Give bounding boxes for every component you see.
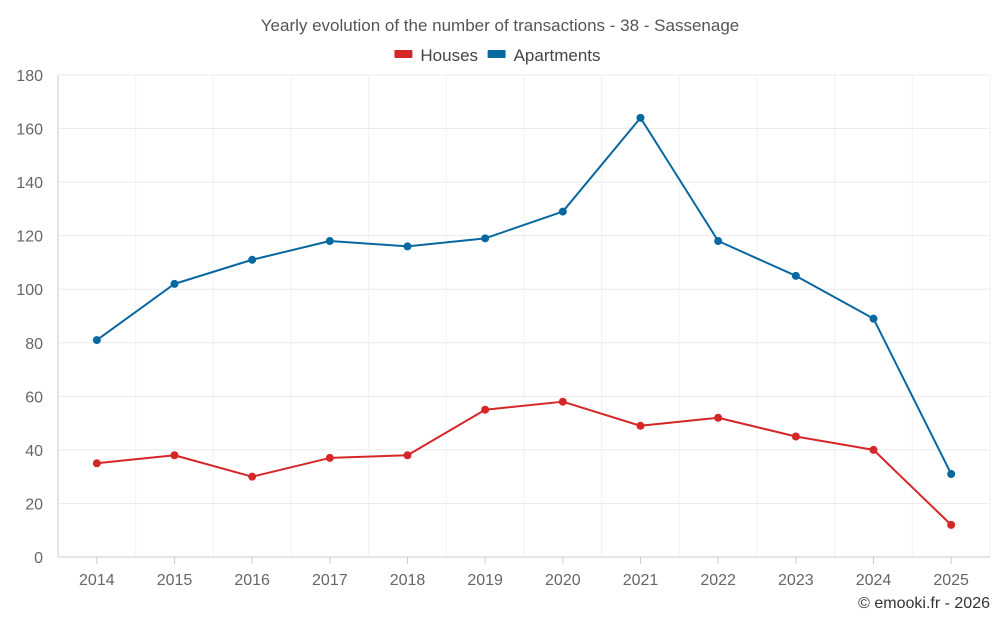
x-tick-label: 2023: [778, 572, 814, 589]
data-point-apartments-2019[interactable]: [481, 234, 490, 243]
data-point-houses-2015[interactable]: [170, 451, 179, 460]
data-point-houses-2021[interactable]: [636, 421, 645, 430]
chart-title: Yearly evolution of the number of transa…: [261, 16, 740, 35]
data-point-apartments-2020[interactable]: [558, 207, 567, 216]
y-tick-label: 20: [25, 496, 43, 513]
y-tick-label: 140: [16, 175, 43, 192]
data-point-apartments-2025[interactable]: [947, 469, 956, 478]
legend-label: Apartments: [514, 46, 601, 65]
x-axis: 2014 2015 2016 2017 2018 2019 2020 2021 2022 2023…: [58, 556, 990, 589]
data-point-apartments-2024[interactable]: [869, 314, 878, 323]
x-tick-label: 2014: [79, 572, 115, 589]
x-tick-label: 2024: [856, 572, 892, 589]
series-line-houses: [96, 400, 952, 526]
y-tick-label: 0: [34, 550, 43, 567]
data-point-apartments-2022[interactable]: [714, 237, 723, 246]
x-tick-label: 2016: [234, 572, 270, 589]
data-point-houses-2025[interactable]: [947, 520, 956, 529]
legend-item-houses[interactable]: Houses: [394, 46, 478, 65]
legend-label: Houses: [420, 46, 478, 65]
data-point-houses-2016[interactable]: [248, 472, 257, 481]
credit-text: © emooki.fr - 2026: [858, 595, 990, 612]
legend-swatch: [487, 50, 506, 58]
data-point-houses-2019[interactable]: [481, 405, 490, 414]
y-tick-label: 60: [25, 389, 43, 406]
x-tick-label: 2017: [312, 572, 348, 589]
x-tick-label: 2025: [933, 572, 969, 589]
data-point-houses-2018[interactable]: [403, 451, 412, 460]
x-tick-label: 2018: [390, 572, 426, 589]
legend-swatch: [394, 50, 413, 58]
legend: Houses Apartments: [394, 46, 601, 65]
x-tick-label: 2021: [623, 572, 659, 589]
x-tick-label: 2015: [157, 572, 193, 589]
data-point-apartments-2015[interactable]: [170, 279, 179, 288]
y-tick-label: 40: [25, 443, 43, 460]
data-point-apartments-2023[interactable]: [791, 271, 800, 280]
x-tick-label: 2022: [700, 572, 736, 589]
data-point-houses-2023[interactable]: [791, 432, 800, 441]
data-point-houses-2017[interactable]: [325, 453, 334, 462]
data-point-apartments-2014[interactable]: [92, 336, 101, 345]
y-tick-label: 120: [16, 229, 43, 246]
legend-item-apartments[interactable]: Apartments: [487, 46, 601, 65]
data-point-houses-2024[interactable]: [869, 445, 878, 454]
data-point-apartments-2018[interactable]: [403, 242, 412, 251]
series-layer: [92, 113, 956, 529]
data-point-houses-2022[interactable]: [714, 413, 723, 422]
series-apartments: [92, 113, 956, 478]
data-point-houses-2014[interactable]: [92, 459, 101, 468]
x-tick-label: 2019: [467, 572, 503, 589]
data-point-apartments-2021[interactable]: [636, 113, 645, 122]
data-point-apartments-2016[interactable]: [248, 255, 257, 264]
series-houses: [92, 397, 956, 529]
x-tick-label: 2020: [545, 572, 581, 589]
data-point-houses-2020[interactable]: [558, 397, 567, 406]
y-tick-label: 100: [16, 282, 43, 299]
y-tick-label: 160: [16, 122, 43, 139]
y-tick-label: 180: [16, 68, 43, 85]
grid: [57, 74, 991, 557]
series-line-apartments: [96, 116, 953, 475]
data-point-apartments-2017[interactable]: [325, 237, 334, 246]
y-tick-label: 80: [25, 336, 43, 353]
y-axis: 0 20 40 60 80 100 120 140 160 180: [16, 68, 59, 567]
